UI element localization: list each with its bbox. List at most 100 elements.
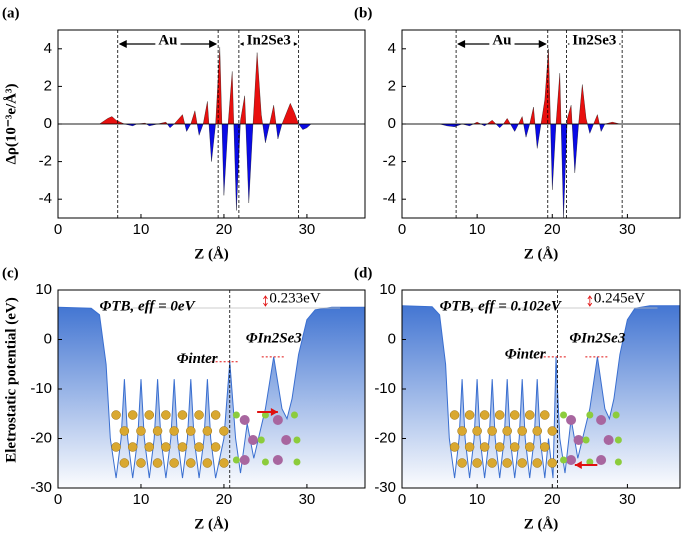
in-atom bbox=[566, 415, 577, 425]
se-atom bbox=[560, 411, 568, 419]
au-atom bbox=[449, 442, 460, 452]
y-tick-label: 4 bbox=[44, 40, 52, 57]
au-atom bbox=[464, 442, 475, 452]
au-atom bbox=[186, 458, 196, 468]
potential-line bbox=[401, 305, 680, 479]
x-axis-label: Z (Å) bbox=[524, 516, 559, 532]
negative-area bbox=[402, 124, 680, 218]
panel-label: (c) bbox=[2, 265, 19, 281]
au-atom bbox=[210, 410, 221, 420]
au-atom bbox=[472, 426, 482, 436]
au-atom bbox=[509, 442, 520, 452]
y-tick-label: 0 bbox=[388, 330, 396, 347]
au-atom bbox=[202, 458, 213, 468]
label-bg bbox=[243, 33, 294, 49]
se-atom bbox=[232, 411, 240, 419]
y-tick-label: -2 bbox=[383, 153, 396, 170]
x-tick-label: 10 bbox=[133, 221, 150, 238]
se-atom bbox=[257, 436, 265, 444]
au-atom bbox=[136, 458, 146, 468]
au-atom bbox=[517, 426, 527, 436]
y-tick-label: -2 bbox=[39, 153, 52, 170]
annotation: ΦIn2Se3 bbox=[246, 330, 303, 346]
y-tick-label: -30 bbox=[30, 479, 52, 496]
au-atom bbox=[194, 442, 204, 452]
se-atom bbox=[293, 436, 301, 444]
au-atom bbox=[464, 410, 475, 420]
se-atom bbox=[293, 458, 301, 466]
au-atom bbox=[487, 458, 497, 468]
annotation: 0.233eV bbox=[269, 290, 320, 306]
au-atom bbox=[186, 426, 196, 436]
panel-label: (d) bbox=[354, 265, 372, 281]
au-atom bbox=[532, 458, 542, 468]
au-atom bbox=[210, 442, 221, 452]
red-arrow-head bbox=[574, 461, 582, 469]
panel-label: (b) bbox=[354, 5, 372, 21]
x-tick-label: 0 bbox=[54, 491, 62, 508]
y-tick-label: 0 bbox=[388, 115, 396, 132]
au-atom bbox=[457, 458, 467, 468]
in-atom bbox=[573, 435, 584, 445]
x-tick-label: 20 bbox=[216, 221, 233, 238]
au-atom bbox=[152, 426, 163, 436]
x-tick-label: 0 bbox=[398, 221, 406, 238]
y-tick-label: 10 bbox=[35, 281, 52, 298]
y-tick-label: 10 bbox=[379, 281, 396, 298]
label-bg bbox=[155, 33, 181, 49]
au-atom bbox=[152, 458, 163, 468]
x-tick-label: 30 bbox=[299, 491, 316, 508]
region-label: In2Se3 bbox=[247, 32, 291, 48]
x-tick-label: 20 bbox=[544, 491, 561, 508]
se-atom bbox=[261, 458, 269, 466]
small-arrow bbox=[263, 295, 268, 307]
au-atom bbox=[202, 426, 213, 436]
se-atom bbox=[586, 411, 594, 419]
au-atom bbox=[517, 458, 527, 468]
au-atom bbox=[169, 426, 179, 436]
se-atom bbox=[232, 456, 240, 464]
au-atom bbox=[540, 442, 550, 452]
y-tick-label: -10 bbox=[30, 380, 52, 397]
au-atom bbox=[161, 442, 171, 452]
au-atom bbox=[219, 458, 229, 468]
au-atom bbox=[547, 426, 558, 436]
annotation: ΦTB, eff = 0eV bbox=[99, 298, 196, 314]
se-atom bbox=[614, 458, 622, 466]
x-tick-label: 0 bbox=[54, 221, 62, 238]
au-atom bbox=[502, 426, 512, 436]
y-tick-label: 0 bbox=[44, 330, 52, 347]
y-axis-label: Δρ(10⁻³e/Å³) bbox=[3, 84, 19, 165]
in-atom bbox=[239, 415, 250, 425]
se-atom bbox=[582, 436, 590, 444]
in-atom bbox=[596, 415, 607, 425]
se-atom bbox=[261, 411, 269, 419]
au-atom bbox=[479, 410, 490, 420]
positive-area bbox=[402, 48, 680, 124]
au-atom bbox=[494, 410, 505, 420]
annotation: 0.245eV bbox=[594, 290, 645, 306]
x-tick-label: 20 bbox=[216, 491, 233, 508]
au-atom bbox=[127, 442, 138, 452]
x-axis-label: Z (Å) bbox=[524, 246, 559, 262]
au-atom bbox=[502, 458, 512, 468]
au-atom bbox=[479, 442, 490, 452]
x-tick-label: 30 bbox=[299, 221, 316, 238]
y-axis-label: Eletrostatic potential (eV) bbox=[3, 297, 19, 463]
label-bg bbox=[569, 33, 620, 49]
region-label: Au bbox=[158, 32, 177, 48]
au-atom bbox=[457, 426, 467, 436]
au-atom bbox=[177, 410, 188, 420]
y-tick-label: 2 bbox=[388, 77, 396, 94]
y-tick-label: -4 bbox=[383, 190, 396, 207]
y-tick-label: -20 bbox=[374, 429, 396, 446]
region-label: In2Se3 bbox=[572, 32, 616, 48]
x-axis-label: Z (Å) bbox=[194, 516, 229, 532]
au-atom bbox=[509, 410, 520, 420]
panel-label: (a) bbox=[2, 5, 20, 21]
au-atom bbox=[472, 458, 482, 468]
x-axis-label: Z (Å) bbox=[194, 246, 229, 262]
au-atom bbox=[177, 442, 188, 452]
au-atom bbox=[540, 410, 550, 420]
se-atom bbox=[560, 456, 568, 464]
